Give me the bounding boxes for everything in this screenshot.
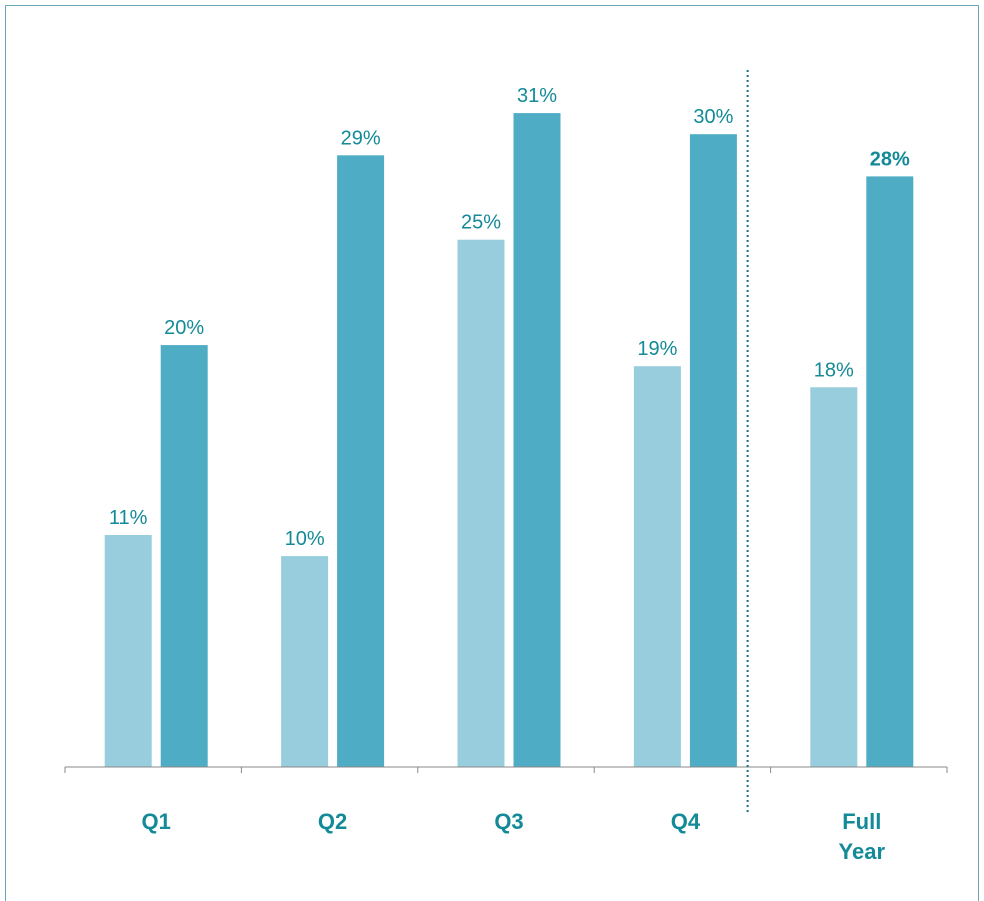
data-label: 31% [517, 85, 557, 107]
category-label: Q1 [142, 809, 171, 834]
bar-series1-3 [633, 366, 681, 767]
chart-frame [5, 5, 979, 901]
data-label: 30% [693, 106, 733, 128]
category-label: Full [842, 809, 881, 834]
bar-series1-0 [104, 535, 152, 767]
data-label: 19% [637, 338, 677, 360]
category-label: Year [839, 839, 886, 864]
bar-series2-4 [866, 176, 914, 767]
data-label: 29% [341, 127, 381, 149]
data-label: 20% [164, 317, 204, 339]
bar-series1-4 [810, 387, 858, 767]
bar-series1-2 [457, 239, 505, 767]
category-label: Q3 [494, 809, 523, 834]
category-label: Q2 [318, 809, 347, 834]
category-label: Q4 [671, 809, 701, 834]
bar-series2-0 [160, 345, 208, 767]
bar-series1-1 [281, 556, 329, 767]
data-label: 25% [461, 212, 501, 234]
bar-series2-1 [337, 155, 385, 768]
bar-series2-2 [513, 113, 561, 768]
bar-series2-3 [689, 134, 737, 767]
data-label: 11% [109, 507, 148, 529]
data-label: 10% [285, 528, 325, 550]
data-label: 28% [870, 148, 910, 170]
data-label: 18% [814, 359, 854, 381]
